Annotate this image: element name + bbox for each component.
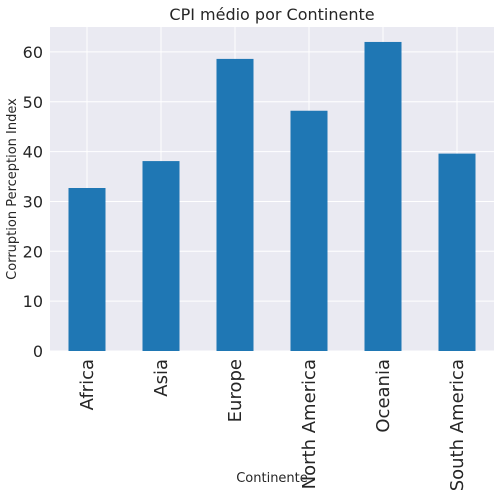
y-tick-label: 60 xyxy=(23,43,43,62)
bar-africa xyxy=(68,188,106,351)
y-tick-label: 50 xyxy=(23,93,43,112)
x-tick-labels: Africa Asia Europe North America Oceania Sout… xyxy=(77,359,468,490)
x-tick-label: Asia xyxy=(151,359,172,397)
y-tick-label: 10 xyxy=(23,292,43,311)
y-tick-labels: 0 10 20 30 40 50 60 xyxy=(23,43,43,361)
x-tick-label: Oceania xyxy=(373,359,394,433)
plot-area xyxy=(50,27,494,351)
y-tick-label: 40 xyxy=(23,143,43,162)
y-axis-label: Corruption Perception Index xyxy=(5,98,20,280)
x-axis-label: Continente xyxy=(236,471,308,486)
x-tick-label: Africa xyxy=(77,359,98,410)
y-tick-label: 30 xyxy=(23,192,43,211)
bar-asia xyxy=(142,161,180,351)
x-tick-label: North America xyxy=(299,359,320,489)
bar-north-america xyxy=(290,110,328,351)
x-tick-label: Europe xyxy=(225,359,246,422)
bar-oceania xyxy=(364,41,402,351)
y-tick-label: 20 xyxy=(23,242,43,261)
y-tick-label: 0 xyxy=(33,342,43,361)
chart-title: CPI médio por Continente xyxy=(169,5,374,24)
bars xyxy=(68,41,476,351)
bar-south-america xyxy=(438,153,476,351)
x-tick-label: South America xyxy=(447,359,468,490)
bar-europe xyxy=(216,58,254,351)
